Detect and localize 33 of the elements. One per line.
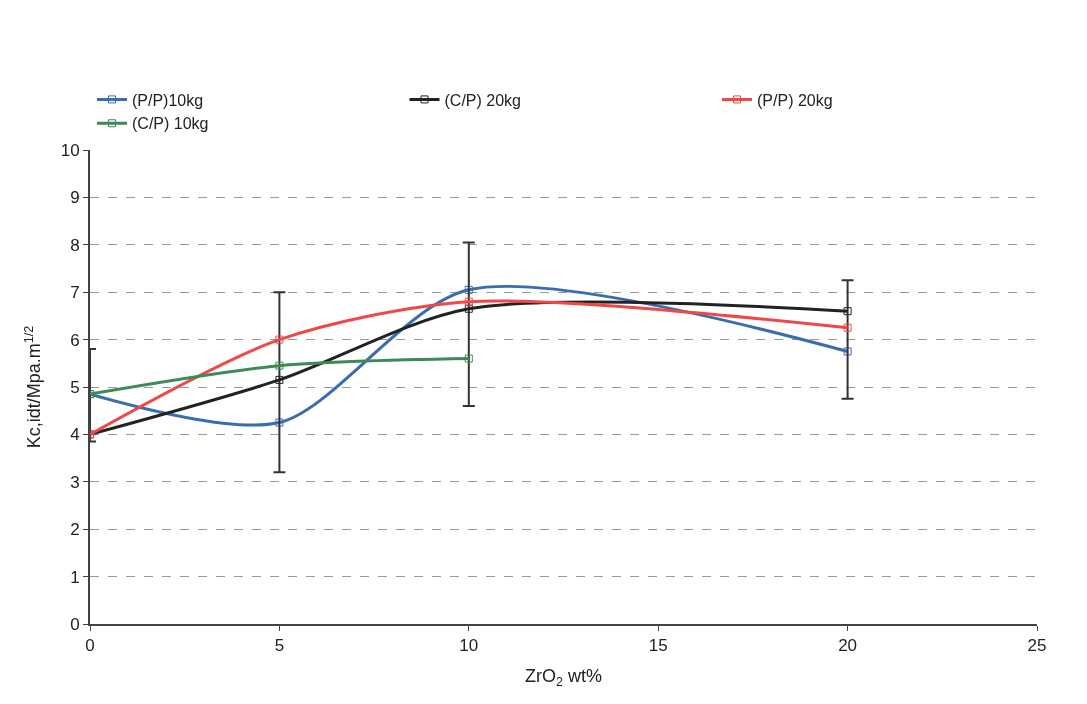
y-tick-label: 0 — [70, 614, 80, 634]
x-tick-label: 10 — [459, 636, 479, 656]
y-tick-label: 1 — [70, 567, 80, 587]
point — [464, 285, 473, 294]
y-tick-label: 4 — [70, 425, 80, 445]
x-tick-label: 25 — [1027, 636, 1047, 656]
y-tick-label: 3 — [70, 472, 80, 492]
legend-label: (C/P) 10kg — [132, 115, 209, 133]
y-tick-label: 6 — [70, 330, 80, 350]
legend-label: (P/P) 20kg — [757, 91, 833, 109]
point — [275, 375, 284, 384]
x-tick-label: 20 — [838, 636, 858, 656]
point — [843, 347, 852, 356]
x-tick-label: 15 — [648, 636, 668, 656]
y-tick-label: 2 — [70, 520, 80, 540]
point — [464, 297, 473, 306]
point — [464, 354, 473, 363]
y-tick-label: 10 — [60, 140, 80, 160]
point — [464, 304, 473, 313]
legend-label: (C/P) 20kg — [444, 91, 521, 109]
y-tick-label: 9 — [70, 188, 80, 208]
point — [843, 307, 852, 316]
x-tick-label: 5 — [274, 636, 285, 656]
y-tick-label: 5 — [70, 377, 80, 397]
point — [275, 361, 284, 370]
y-tick-label: 8 — [70, 235, 80, 255]
x-axis-title: ZrO$_{2}$ wt% — [524, 666, 603, 689]
legend-label: (P/P)10kg — [132, 91, 204, 109]
point — [275, 418, 284, 427]
y-tick-label: 7 — [70, 283, 80, 303]
point — [275, 335, 284, 344]
x-tick-label: 0 — [85, 636, 95, 656]
point — [843, 323, 852, 332]
